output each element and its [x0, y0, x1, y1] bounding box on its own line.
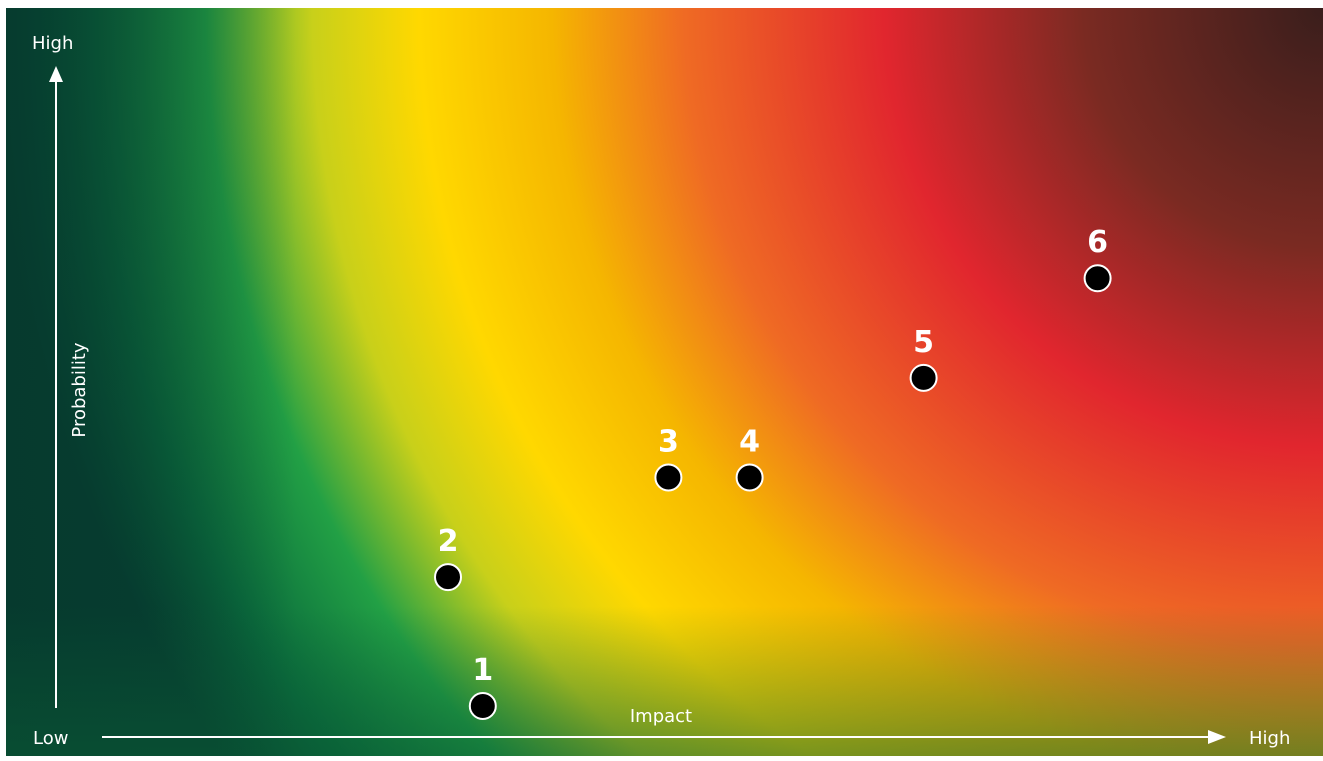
data-point-marker — [735, 463, 764, 492]
data-point-marker — [654, 463, 683, 492]
data-point-6: 6 — [1083, 225, 1112, 293]
data-points: 1 2 3 4 5 6 — [434, 225, 1112, 720]
data-point-label: 5 — [913, 325, 934, 360]
data-point-marker — [434, 563, 462, 592]
data-point-label: 2 — [438, 524, 459, 559]
data-point-1: 1 — [468, 653, 497, 720]
data-point-label: 6 — [1087, 225, 1108, 260]
x-axis-title: Impact — [630, 706, 692, 727]
data-point-2: 2 — [434, 524, 462, 592]
data-point-marker — [909, 363, 938, 392]
data-point-label: 3 — [658, 424, 679, 459]
x-axis-low-label: Low — [33, 728, 68, 749]
data-point-4: 4 — [735, 424, 764, 492]
heatmap-background — [6, 8, 1323, 756]
data-point-label: 1 — [472, 653, 493, 688]
data-point-label: 4 — [739, 424, 760, 459]
y-axis-arrow-icon — [49, 66, 63, 82]
x-axis-high-label: High — [1249, 728, 1290, 749]
y-axis-high-label: High — [32, 33, 73, 54]
data-point-3: 3 — [654, 424, 683, 492]
data-point-5: 5 — [909, 325, 938, 392]
y-axis-title: Probability — [69, 342, 90, 437]
data-point-marker — [468, 692, 497, 720]
data-point-marker — [1083, 264, 1112, 293]
x-axis-arrow-icon — [1208, 730, 1226, 744]
